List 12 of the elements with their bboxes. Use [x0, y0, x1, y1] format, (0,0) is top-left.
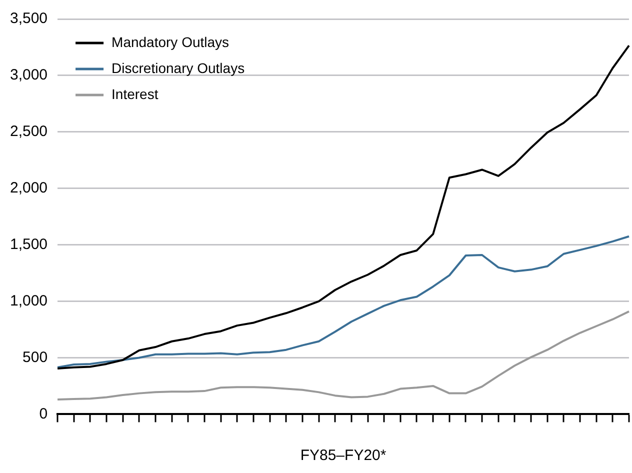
y-tick-label: 2,500 [10, 123, 48, 140]
y-tick-label: 1,000 [10, 292, 48, 310]
y-tick-label: 3,000 [10, 66, 48, 84]
y-tick-label: 500 [22, 348, 48, 366]
legend-label: Interest [112, 86, 158, 102]
y-tick-label: 0 [39, 405, 48, 422]
y-tick-label: 2,000 [10, 180, 48, 197]
legend-label: Discretionary Outlays [112, 60, 245, 76]
x-axis-title: FY85–FY20* [300, 447, 386, 464]
y-tick-label: 1,500 [10, 236, 48, 253]
legend-label: Mandatory Outlays [112, 34, 230, 50]
y-tick-label: 3,500 [10, 10, 48, 28]
